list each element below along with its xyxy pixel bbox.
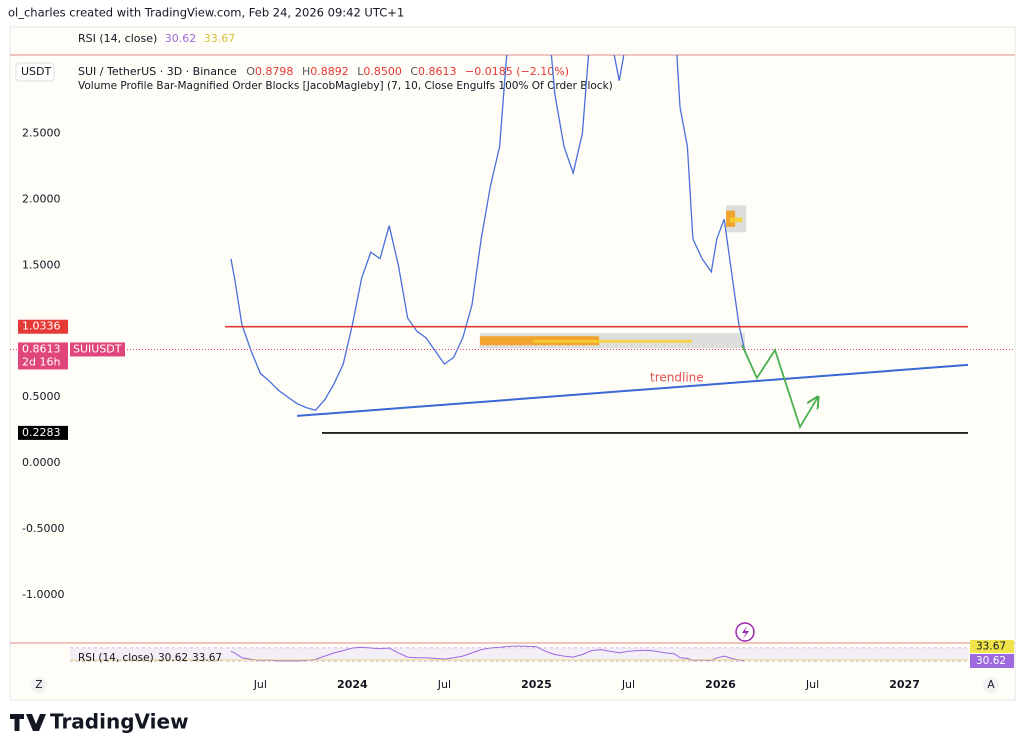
trendline [297, 363, 969, 417]
x-tick-label: Jul [437, 678, 451, 691]
ohlc-key: O [246, 65, 255, 78]
rsi-pane [70, 645, 968, 662]
y-tick-label: 0.5000 [22, 390, 61, 403]
x-tick-label: Jul [621, 678, 635, 691]
x-tick-label: 2024 [337, 678, 368, 691]
ohlc-value: 0.8892 [310, 65, 349, 78]
rsi-signal-tag [970, 640, 1014, 653]
rsi-legend: RSI (14, close) 30.62 33.67 [78, 32, 235, 45]
brand-logo [10, 714, 46, 731]
rsi-signal: 33.67 [204, 32, 236, 45]
scale-button[interactable] [31, 677, 47, 693]
symbol: SUI / TetherUS · 3D · Binance [78, 65, 237, 78]
rsi-legend-value: 30.62 [158, 652, 188, 664]
level-tag [18, 425, 68, 440]
study-legend: Volume Profile Bar-Magnified Order Block… [78, 80, 613, 92]
x-tick-label: 2027 [889, 678, 920, 691]
x-tick-label: Jul [805, 678, 819, 691]
currency-box [15, 62, 55, 82]
rsi-signal-tag-label: 33.67 [976, 641, 1006, 653]
ohlc-key: C [410, 65, 418, 78]
price-countdown: 2d 16h [22, 355, 60, 368]
price-pane [230, 55, 747, 412]
price-tag [18, 342, 68, 370]
brand: TradingView [50, 710, 189, 734]
scale-button[interactable] [983, 677, 999, 693]
header: ol_charles created with TradingView.com,… [8, 6, 404, 20]
order-block-profile [532, 339, 692, 343]
rsi-value-tag [970, 654, 1014, 668]
event-icon-bolt [742, 626, 749, 639]
x-tick-label: Jul [253, 678, 267, 691]
rsi-zone [70, 648, 968, 661]
projection [741, 344, 818, 430]
scale-button-label[interactable]: A [987, 679, 995, 691]
x-tick-label: 2026 [705, 678, 736, 691]
rsi-legend-signal: 33.67 [192, 652, 222, 664]
ohlc-value: 0.8500 [363, 65, 402, 78]
y-tick-label: -1.0000 [22, 588, 64, 601]
ohlc-value: 0.8613 [418, 65, 457, 78]
y-tick-label: 2.5000 [22, 126, 61, 139]
rsi-value: 30.62 [165, 32, 197, 45]
price-tag-label: 0.8613 [22, 342, 61, 355]
level-tag-label: 1.0336 [22, 320, 61, 333]
scale-button-label[interactable]: Z [35, 679, 42, 691]
symbol-legend: SUI / TetherUS · 3D · Binance O0.8798 H0… [78, 65, 569, 78]
rsi-value-tag-label: 30.62 [976, 655, 1006, 667]
symbol-tag [70, 342, 125, 357]
ohlc-key: L [357, 65, 364, 78]
y-tick-label: 1.5000 [22, 258, 61, 271]
y-tick-label: 2.0000 [22, 192, 61, 205]
x-tick-label: 2025 [521, 678, 552, 691]
ohlc-key: H [302, 65, 310, 78]
chart-pane [9, 26, 1016, 701]
change: −0.0185 (−2.10%) [465, 65, 569, 78]
level-tag [18, 319, 68, 334]
ohlc-value: 0.8798 [255, 65, 294, 78]
trendline-label: trendline [650, 371, 704, 385]
rsi-legend: RSI (14, close) [78, 652, 154, 664]
y-tick-label: 0.0000 [22, 456, 61, 469]
y-tick-label: -0.5000 [22, 522, 64, 535]
symbol-tag-label: SUIUSDT [73, 342, 122, 355]
rsi-name: RSI (14, close) [78, 32, 157, 45]
currency: USDT [21, 65, 52, 78]
order-block-profile [730, 217, 743, 223]
level-tag-label: 0.2283 [22, 426, 61, 439]
price-line-series [230, 55, 746, 412]
